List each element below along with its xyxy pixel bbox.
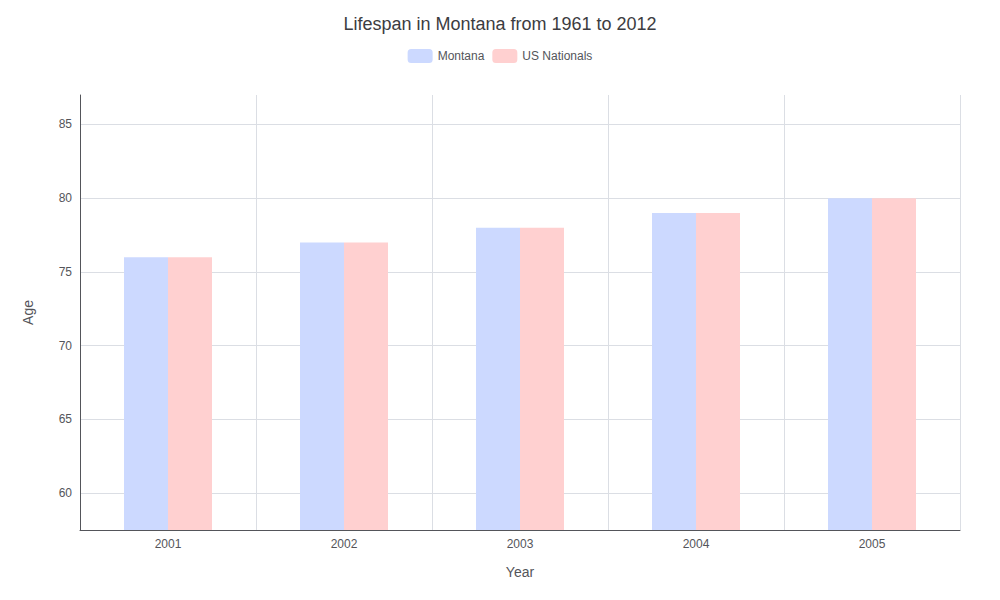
svg-text:60: 60 <box>59 486 73 500</box>
svg-text:70: 70 <box>59 339 73 353</box>
svg-text:Age: Age <box>20 300 36 325</box>
svg-text:2003: 2003 <box>507 537 534 551</box>
svg-text:2001: 2001 <box>155 537 182 551</box>
svg-text:US Nationals: US Nationals <box>522 49 592 63</box>
svg-text:85: 85 <box>59 117 73 131</box>
svg-text:75: 75 <box>59 265 73 279</box>
svg-text:2002: 2002 <box>331 537 358 551</box>
svg-text:Montana: Montana <box>438 49 485 63</box>
svg-text:65: 65 <box>59 412 73 426</box>
svg-text:Lifespan in Montana from 1961: Lifespan in Montana from 1961 to 2012 <box>343 14 656 34</box>
svg-text:2005: 2005 <box>859 537 886 551</box>
svg-text:2004: 2004 <box>683 537 710 551</box>
svg-text:Year: Year <box>506 564 535 580</box>
svg-text:80: 80 <box>59 191 73 205</box>
